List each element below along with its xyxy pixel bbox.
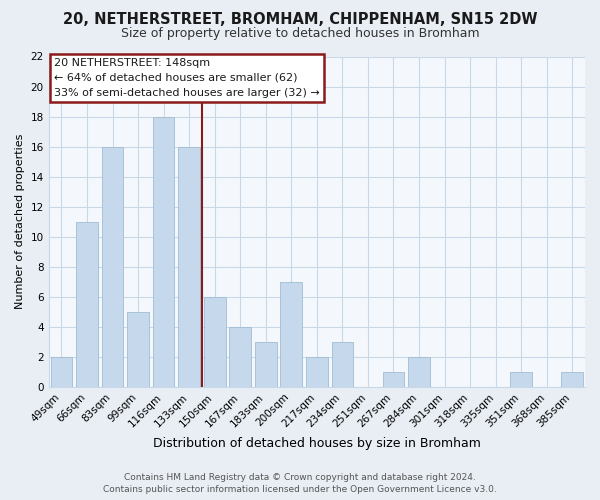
Y-axis label: Number of detached properties: Number of detached properties xyxy=(15,134,25,310)
Text: 20 NETHERSTREET: 148sqm
← 64% of detached houses are smaller (62)
33% of semi-de: 20 NETHERSTREET: 148sqm ← 64% of detache… xyxy=(54,58,320,98)
Bar xyxy=(178,146,200,387)
Bar xyxy=(383,372,404,387)
Bar xyxy=(255,342,277,387)
Text: Contains HM Land Registry data © Crown copyright and database right 2024.
Contai: Contains HM Land Registry data © Crown c… xyxy=(103,472,497,494)
Bar xyxy=(510,372,532,387)
Bar xyxy=(101,146,124,387)
Bar xyxy=(306,357,328,387)
Bar xyxy=(76,222,98,387)
Text: 20, NETHERSTREET, BROMHAM, CHIPPENHAM, SN15 2DW: 20, NETHERSTREET, BROMHAM, CHIPPENHAM, S… xyxy=(63,12,537,28)
Bar xyxy=(408,357,430,387)
X-axis label: Distribution of detached houses by size in Bromham: Distribution of detached houses by size … xyxy=(153,437,481,450)
Bar xyxy=(229,327,251,387)
Text: Size of property relative to detached houses in Bromham: Size of property relative to detached ho… xyxy=(121,28,479,40)
Bar xyxy=(204,297,226,387)
Bar xyxy=(332,342,353,387)
Bar xyxy=(562,372,583,387)
Bar xyxy=(127,312,149,387)
Bar xyxy=(153,116,175,387)
Bar xyxy=(50,357,72,387)
Bar xyxy=(280,282,302,387)
